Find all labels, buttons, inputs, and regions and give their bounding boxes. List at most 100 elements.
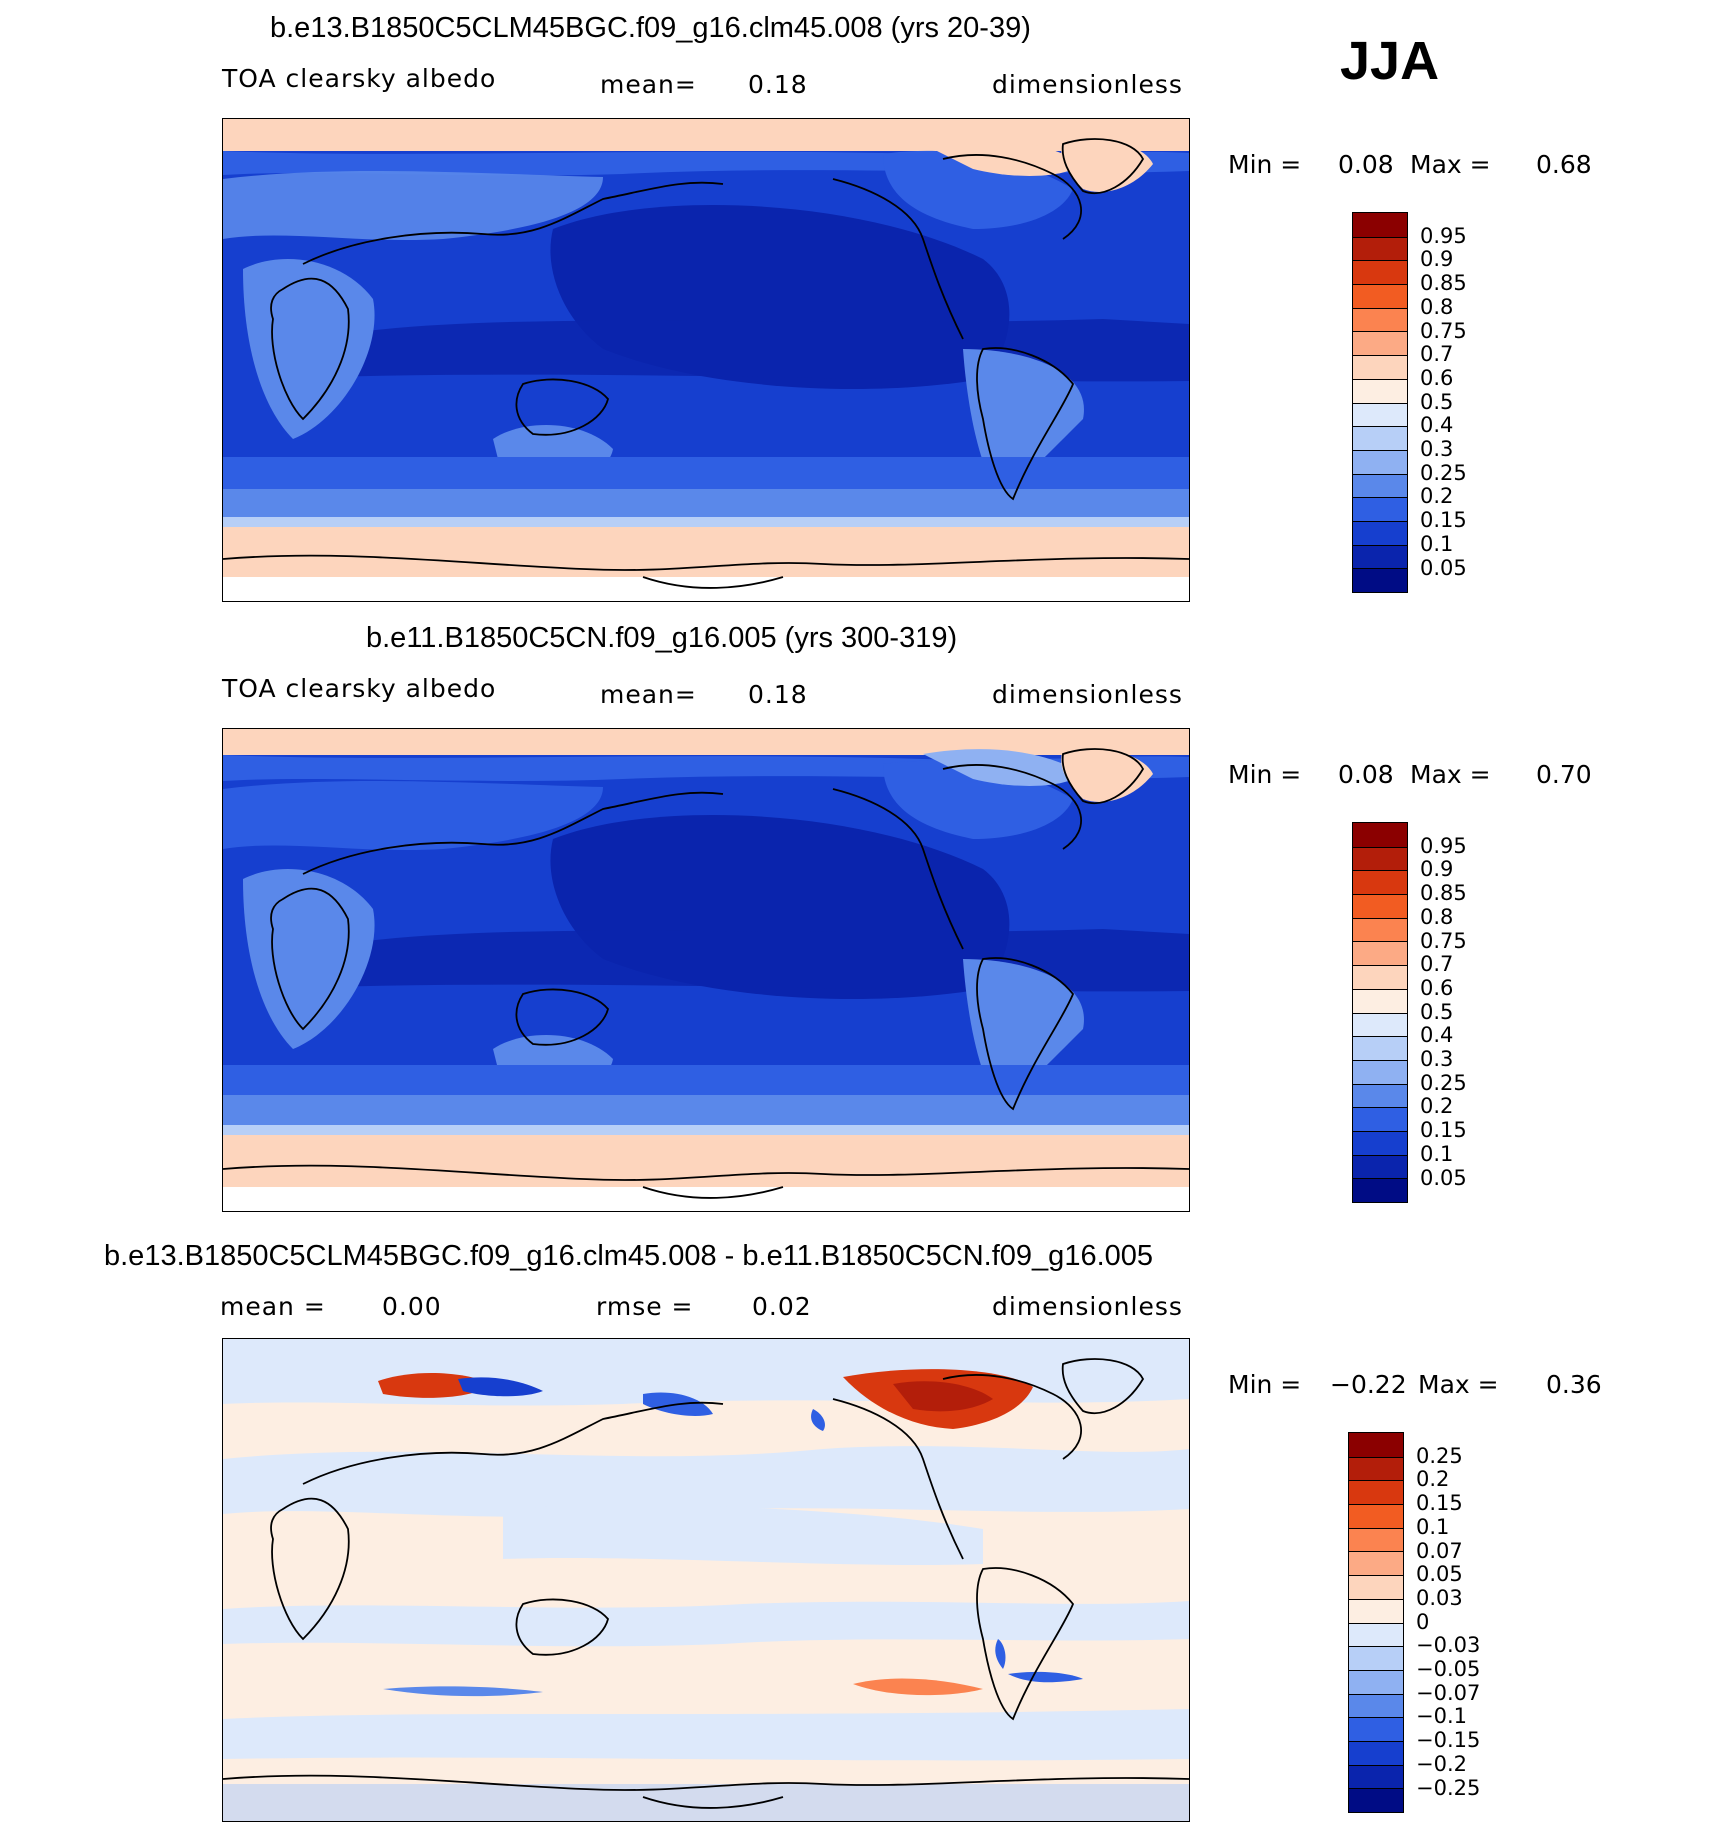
panel3-map <box>222 1338 1190 1822</box>
colorbar-swatch <box>1353 355 1407 379</box>
colorbar-swatch <box>1353 894 1407 918</box>
panel3-title: b.e13.B1850C5CLM45BGC.f09_g16.clm45.008 … <box>104 1240 1154 1272</box>
colorbar-level-label: 0.9 <box>1420 857 1454 882</box>
colorbar-level-label: 0.7 <box>1420 342 1454 367</box>
colorbar-level-label: 0.3 <box>1420 1047 1454 1071</box>
panel1-units: dimensionless <box>992 70 1183 99</box>
colorbar-swatch <box>1353 402 1407 427</box>
colorbar-swatch <box>1353 331 1407 356</box>
colorbar-level-label: 0.75 <box>1420 928 1467 953</box>
colorbar-swatch <box>1349 1740 1403 1765</box>
colorbar-level-label: 0.2 <box>1420 484 1454 509</box>
colorbar-swatch <box>1353 1130 1407 1155</box>
panel1-max-label: Max = <box>1410 150 1491 179</box>
colorbar-level-label: 0.25 <box>1420 460 1467 485</box>
panel3-map-svg <box>223 1339 1189 1821</box>
colorbar-swatch <box>1353 1059 1407 1084</box>
colorbar-level-label: 0.25 <box>1420 1070 1467 1095</box>
panel1-map <box>222 118 1190 602</box>
colorbar-level-label: 0.85 <box>1420 271 1467 296</box>
colorbar-swatch <box>1353 260 1407 285</box>
colorbar-level-label: 0.4 <box>1420 413 1454 438</box>
colorbar-level-label: 0.5 <box>1420 999 1454 1024</box>
colorbar-level-label: 0.95 <box>1420 223 1467 248</box>
panel2-mean-label: mean= <box>600 680 697 709</box>
colorbar-swatch <box>1353 213 1407 237</box>
colorbar-swatch <box>1349 1504 1403 1528</box>
colorbar-level-label: 0.5 <box>1420 389 1454 414</box>
panel3-max-label: Max = <box>1418 1370 1499 1399</box>
colorbar-swatch <box>1349 1575 1403 1599</box>
colorbar-swatch <box>1349 1527 1403 1552</box>
colorbar-level-label: −0.15 <box>1416 1728 1481 1753</box>
colorbar-level-label: −0.1 <box>1416 1704 1467 1729</box>
panel3-min-label: Min = <box>1228 1370 1302 1399</box>
colorbar-level-label: −0.05 <box>1416 1657 1481 1681</box>
colorbar-swatch <box>1349 1480 1403 1505</box>
colorbar-swatch <box>1353 1154 1407 1179</box>
colorbar-swatch <box>1349 1551 1403 1576</box>
colorbar-level-label: 0.1 <box>1420 531 1454 556</box>
colorbar-level-label: 0.1 <box>1420 1141 1454 1166</box>
colorbar-swatch <box>1353 870 1407 895</box>
panel2-mean-value: 0.18 <box>748 680 808 709</box>
colorbar-swatch <box>1349 1598 1403 1623</box>
colorbar-level-label: 0.15 <box>1420 508 1467 533</box>
panel2-min-label: Min = <box>1228 760 1302 789</box>
colorbar-swatch <box>1349 1669 1403 1694</box>
colorbar-swatch <box>1349 1764 1403 1789</box>
panel1-variable: TOA clearsky albedo <box>222 64 497 93</box>
colorbar-level-label: 0.8 <box>1420 294 1454 319</box>
colorbar-level-label: 0.1 <box>1416 1514 1450 1539</box>
colorbar-swatch <box>1349 1456 1403 1481</box>
colorbar-swatch <box>1353 449 1407 474</box>
panel1-min-value: 0.08 <box>1338 150 1394 179</box>
colorbar-level-label: 0.15 <box>1420 1118 1467 1143</box>
panel1-max-value: 0.68 <box>1536 150 1592 179</box>
panel1-colorbar <box>1352 212 1408 593</box>
panel3-units: dimensionless <box>992 1292 1183 1321</box>
panel3-mean-value: 0.00 <box>382 1292 442 1321</box>
panel1-map-svg <box>223 119 1189 601</box>
colorbar-swatch <box>1353 1036 1407 1060</box>
colorbar-level-label: 0.85 <box>1420 881 1467 906</box>
colorbar-swatch <box>1353 378 1407 403</box>
colorbar-swatch <box>1353 917 1407 942</box>
colorbar-swatch <box>1353 544 1407 569</box>
colorbar-level-label: −0.07 <box>1416 1680 1481 1705</box>
colorbar-swatch <box>1353 965 1407 989</box>
colorbar-level-label: 0.3 <box>1420 437 1454 461</box>
panel1-min-label: Min = <box>1228 150 1302 179</box>
colorbar-swatch <box>1353 284 1407 308</box>
colorbar-swatch <box>1349 1788 1403 1812</box>
panel2-map <box>222 728 1190 1212</box>
panel1-mean-value: 0.18 <box>748 70 808 99</box>
colorbar-swatch <box>1349 1646 1403 1670</box>
panel2-units: dimensionless <box>992 680 1183 709</box>
colorbar-level-label: −0.03 <box>1416 1633 1481 1658</box>
panel3-mean-label: mean = <box>220 1292 326 1321</box>
season-label: JJA <box>1340 31 1440 91</box>
colorbar-level-label: 0.05 <box>1420 555 1467 580</box>
colorbar-swatch <box>1353 497 1407 521</box>
colorbar-swatch <box>1353 988 1407 1013</box>
colorbar-level-label: 0.2 <box>1420 1094 1454 1119</box>
colorbar-swatch <box>1353 236 1407 261</box>
colorbar-swatch <box>1349 1717 1403 1741</box>
colorbar-swatch <box>1353 823 1407 847</box>
colorbar-level-label: 0.95 <box>1420 833 1467 858</box>
colorbar-swatch <box>1349 1693 1403 1718</box>
colorbar-level-label: 0.8 <box>1420 904 1454 929</box>
colorbar-swatch <box>1353 1083 1407 1108</box>
colorbar-level-label: 0.05 <box>1420 1165 1467 1190</box>
colorbar-swatch <box>1353 1012 1407 1037</box>
colorbar-swatch <box>1353 473 1407 498</box>
panel2-max-value: 0.70 <box>1536 760 1592 789</box>
colorbar-level-label: 0.07 <box>1416 1538 1463 1563</box>
panel1-title: b.e13.B1850C5CLM45BGC.f09_g16.clm45.008 … <box>270 12 1031 44</box>
colorbar-swatch <box>1353 1107 1407 1131</box>
panel3-colorbar <box>1348 1432 1404 1813</box>
colorbar-swatch <box>1349 1433 1403 1457</box>
colorbar-level-label: 0.15 <box>1416 1491 1463 1516</box>
colorbar-level-label: 0.6 <box>1420 975 1454 1000</box>
